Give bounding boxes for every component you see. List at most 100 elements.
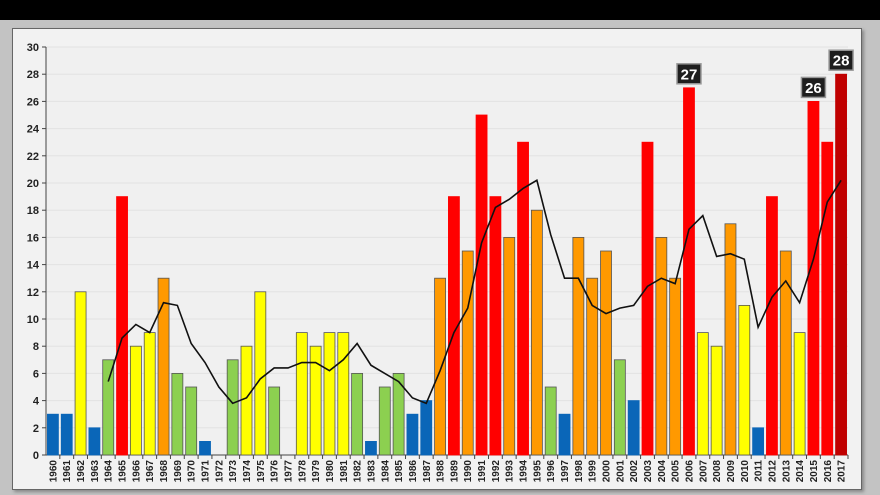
bar-1991 [475, 114, 488, 456]
bar-1997 [558, 413, 571, 456]
x-tick-label: 1997 [560, 460, 571, 483]
y-tick-label: 8 [33, 341, 39, 353]
x-tick-label: 2003 [643, 460, 654, 483]
x-tick-label: 1996 [546, 460, 557, 483]
x-tick-label: 1980 [325, 460, 336, 483]
x-tick-label: 1981 [339, 460, 350, 483]
x-tick-label: 1965 [118, 460, 129, 483]
annotation-box [800, 76, 827, 99]
x-tick-label: 1987 [422, 460, 433, 483]
x-tick-label: 2006 [684, 460, 695, 483]
x-tick-label: 2002 [629, 460, 640, 483]
bar-1976 [268, 386, 281, 456]
bar-1978 [295, 332, 308, 456]
x-tick-label: 1986 [408, 460, 419, 483]
x-tick-label: 1977 [283, 460, 294, 483]
bar-1994 [517, 141, 529, 456]
bar-1970 [185, 386, 198, 456]
bar-1966 [129, 345, 142, 456]
x-tick-label: 1970 [187, 460, 198, 483]
bar-2001 [613, 359, 626, 456]
bar-1985 [392, 372, 405, 456]
bar-1984 [378, 386, 391, 456]
bar-1989 [448, 196, 460, 456]
y-tick-label: 20 [27, 178, 39, 190]
x-tick-label: 1999 [588, 460, 599, 483]
x-tick-label: 1982 [353, 460, 364, 483]
bar-2009 [724, 223, 737, 456]
y-tick-label: 4 [33, 396, 40, 408]
bar-1993 [503, 236, 516, 456]
y-tick-label: 18 [27, 205, 39, 217]
moving-average-line [107, 179, 842, 405]
x-tick-label: 1960 [48, 460, 59, 483]
x-tick-label: 1995 [532, 460, 543, 483]
x-tick-label: 2017 [837, 460, 848, 483]
x-tick-label: 2011 [754, 460, 765, 482]
bar-2007 [696, 332, 709, 456]
x-tick-label: 1969 [173, 460, 184, 483]
x-tick-label: 1991 [477, 460, 488, 483]
bar-2011 [752, 427, 765, 456]
bar-1964 [102, 359, 115, 456]
bar-1975 [254, 291, 267, 456]
x-tick-label: 1974 [242, 460, 253, 483]
x-tick-label: 1989 [449, 460, 460, 483]
x-tick-label: 1973 [228, 460, 239, 483]
y-tick-label: 16 [27, 232, 39, 244]
x-tick-label: 2005 [671, 460, 682, 483]
bar-1963 [88, 427, 101, 456]
x-tick-label: 1979 [311, 460, 322, 483]
bar-2008 [710, 345, 723, 456]
x-tick-label: 1961 [62, 460, 73, 483]
bar-1999 [586, 277, 599, 456]
y-tick-label: 0 [33, 450, 39, 462]
x-tick-label: 1983 [366, 460, 377, 483]
y-tick-label: 12 [27, 287, 39, 299]
x-tick-label: 2014 [795, 460, 806, 483]
x-tick-label: 1968 [159, 460, 170, 483]
x-tick-label: 1964 [104, 460, 115, 483]
x-tick-label: 2008 [712, 460, 723, 483]
x-tick-label: 2012 [767, 460, 778, 483]
bar-2013 [779, 250, 792, 456]
x-tick-label: 1972 [214, 460, 225, 483]
bar-2016 [821, 141, 834, 456]
x-tick-label: 1967 [145, 460, 156, 483]
x-tick-label: 1985 [394, 460, 405, 483]
x-tick-label: 1978 [297, 460, 308, 483]
bar-1962 [74, 291, 87, 456]
x-tick-label: 2015 [809, 460, 820, 483]
x-tick-label: 2000 [602, 460, 613, 483]
y-tick-label: 6 [33, 368, 39, 380]
x-tick-label: 1976 [270, 460, 281, 483]
bar-1992 [489, 196, 502, 456]
bar-1988 [434, 277, 446, 456]
x-tick-label: 1962 [76, 460, 87, 483]
x-tick-label: 2007 [698, 460, 709, 483]
bar-1998 [572, 236, 585, 456]
y-tick-label: 2 [33, 423, 39, 435]
x-tick-label: 1993 [505, 460, 516, 483]
x-tick-label: 1992 [491, 460, 502, 483]
bar-2012 [766, 196, 778, 456]
annotation-box [828, 49, 854, 71]
bar-1983 [365, 440, 377, 456]
bar-2017 [835, 73, 847, 456]
x-tick-label: 1984 [380, 460, 391, 483]
bar-1990 [461, 250, 474, 456]
annotation-box [676, 63, 702, 85]
bar-1960 [47, 413, 59, 456]
bar-1980 [323, 332, 336, 456]
bar-1979 [309, 345, 322, 456]
bar-1982 [351, 372, 364, 456]
x-tick-label: 2009 [726, 460, 737, 483]
y-tick-label: 10 [27, 314, 39, 326]
bar-2010 [738, 304, 751, 456]
bar-2015 [807, 101, 820, 456]
x-tick-label: 1966 [131, 460, 142, 483]
y-tick-label: 22 [27, 151, 39, 163]
bar-1961 [60, 413, 73, 456]
bar-1965 [116, 196, 128, 456]
